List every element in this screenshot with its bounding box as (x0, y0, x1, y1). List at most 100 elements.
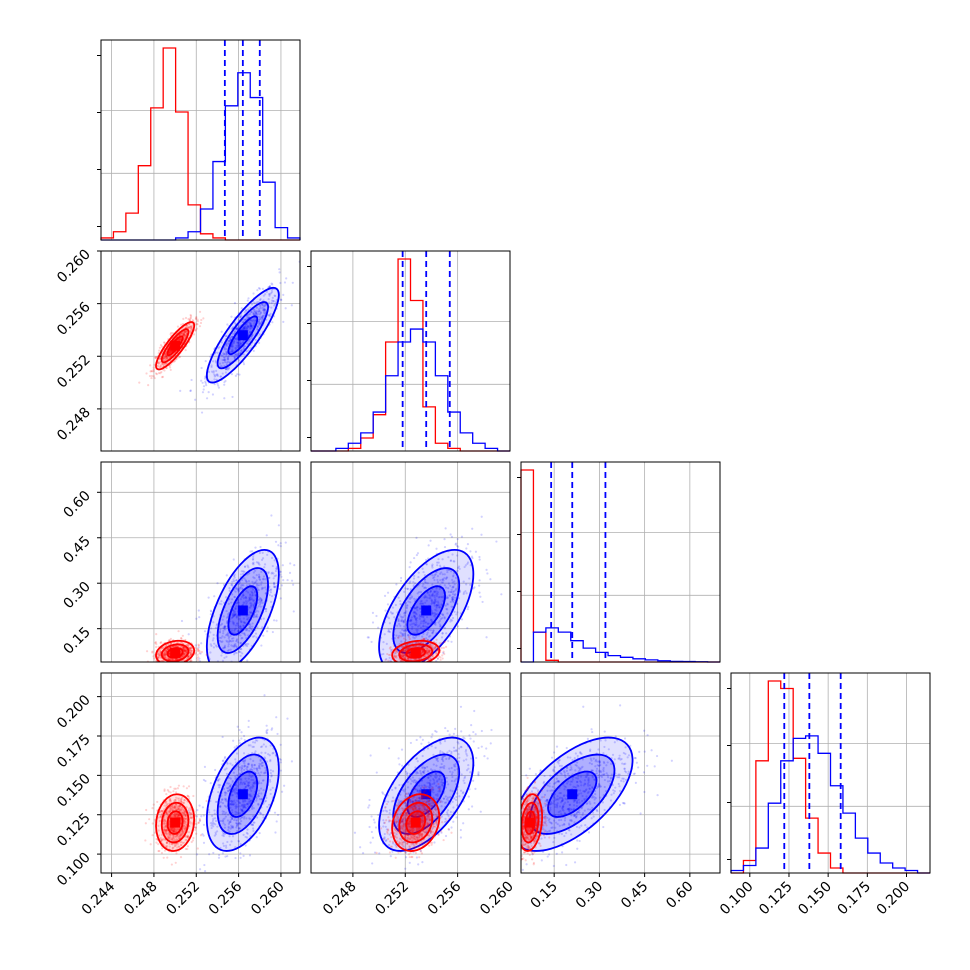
scatter-point (275, 567, 278, 570)
scatter-point (271, 299, 274, 302)
scatter-point (252, 599, 255, 603)
scatter-point (443, 545, 447, 549)
scatter-point (264, 308, 267, 312)
scatter-point (265, 731, 268, 734)
scatter-point (243, 577, 246, 580)
scatter-point (269, 772, 272, 775)
scatter-point (205, 678, 207, 680)
scatter-point (259, 812, 263, 815)
scatter-point (432, 629, 435, 632)
scatter-point (250, 324, 253, 327)
scatter-point (182, 333, 185, 336)
scatter-point (230, 803, 233, 806)
scatter-point (270, 306, 273, 309)
scatter-point (250, 799, 253, 802)
scatter-point (220, 364, 223, 368)
scatter-point (408, 597, 412, 601)
scatter-point (410, 618, 413, 621)
scatter-point (431, 611, 434, 614)
scatter-point (462, 592, 465, 596)
scatter-point (218, 630, 222, 633)
scatter-point (437, 602, 440, 605)
scatter-point (259, 311, 263, 314)
scatter-point (233, 746, 236, 749)
scatter-point (239, 650, 242, 654)
scatter-point (270, 290, 274, 293)
scatter-point (212, 621, 215, 624)
scatter-point (159, 649, 162, 652)
scatter-point (467, 605, 470, 609)
scatter-point (159, 372, 162, 375)
scatter-point (241, 636, 244, 640)
scatter-point (223, 364, 226, 368)
scatter-point (239, 817, 242, 821)
scatter-point (255, 579, 258, 582)
scatter-point (157, 653, 160, 656)
scatter-point (242, 803, 245, 806)
scatter-point (232, 339, 236, 343)
scatter-point (432, 612, 435, 615)
scatter-point (252, 759, 255, 762)
scatter-point (248, 324, 251, 328)
scatter-point (235, 602, 239, 605)
scatter-point (164, 652, 167, 655)
scatter-point (245, 767, 248, 770)
scatter-point (244, 308, 248, 312)
scatter-point (246, 342, 249, 346)
scatter-point (228, 589, 231, 592)
scatter-point (452, 560, 455, 563)
scatter-point (257, 599, 261, 602)
scatter-point (220, 600, 223, 603)
scatter-point (197, 646, 200, 649)
scatter-point (249, 325, 252, 328)
scatter-point (253, 741, 257, 744)
scatter-point (253, 764, 256, 767)
scatter-point (183, 335, 187, 338)
scatter-point (260, 600, 263, 603)
scatter-point (401, 653, 405, 656)
scatter-point (207, 391, 210, 394)
scatter-point (269, 758, 272, 762)
scatter-point (271, 786, 274, 789)
scatter-point (255, 613, 259, 616)
scatter-point (229, 338, 232, 341)
scatter-point (225, 616, 229, 619)
scatter-point (234, 775, 237, 778)
scatter-point (417, 590, 421, 594)
scatter-point (257, 605, 260, 608)
scatter-point (238, 821, 241, 825)
scatter-point (258, 578, 261, 581)
scatter-point (432, 629, 435, 632)
scatter-point (252, 571, 256, 574)
scatter-point (428, 657, 431, 660)
scatter-point (260, 558, 264, 561)
scatter-point (228, 639, 231, 642)
scatter-point (272, 581, 276, 585)
scatter-point (237, 601, 241, 604)
scatter-point (159, 664, 161, 666)
scatter-point (187, 809, 190, 812)
scatter-point (234, 627, 237, 630)
scatter-point (249, 744, 252, 747)
scatter-point (405, 664, 407, 666)
scatter-point (152, 370, 155, 373)
scatter-point (407, 635, 411, 639)
scatter-point (243, 601, 246, 604)
scatter-point (451, 553, 454, 556)
scatter-point (259, 597, 262, 600)
scatter-point (222, 818, 225, 821)
scatter-point (158, 346, 162, 349)
scatter-point (259, 307, 262, 310)
scatter-point (260, 581, 263, 584)
scatter-point (251, 550, 254, 553)
density-peak-blue (421, 605, 432, 616)
scatter-point (242, 621, 246, 624)
scatter-point (200, 411, 204, 414)
scatter-point (224, 367, 228, 371)
scatter-point (223, 359, 226, 362)
scatter-point (226, 762, 229, 765)
scatter-point (214, 819, 218, 823)
scatter-point (244, 806, 247, 809)
scatter-point (435, 603, 438, 607)
scatter-point (178, 355, 182, 359)
